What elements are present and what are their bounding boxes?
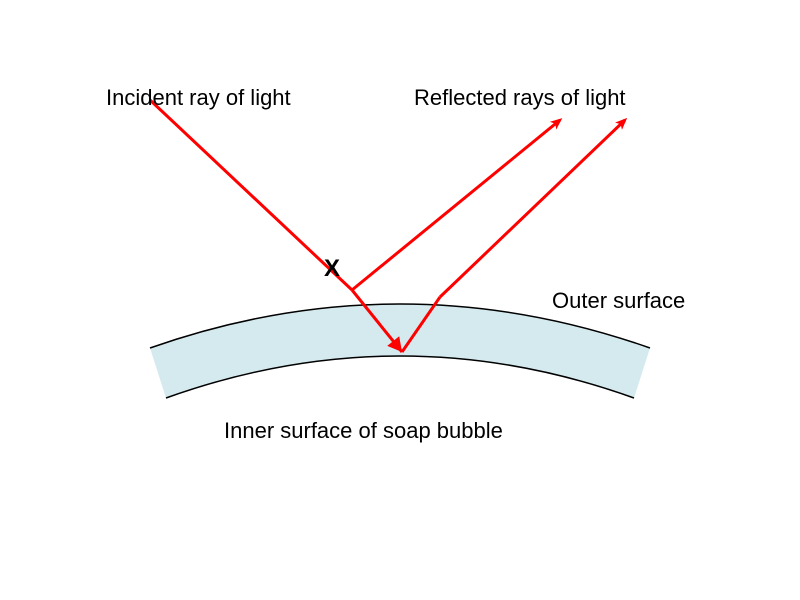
outer-surface-label: Outer surface [552,288,685,314]
inner-surface-label: Inner surface of soap bubble [224,418,503,444]
diagram-stage: Incident ray of light Reflected rays of … [0,0,800,600]
incident-label: Incident ray of light [106,85,291,111]
x-mark-label: X [324,255,340,283]
reflected-label: Reflected rays of light [414,85,626,111]
